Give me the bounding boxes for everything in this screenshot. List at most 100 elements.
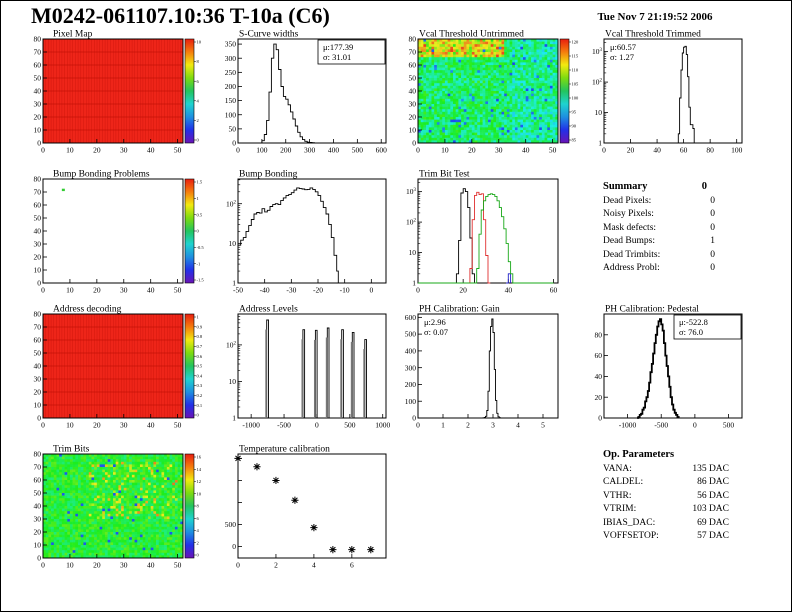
svg-text:1: 1 xyxy=(412,279,416,288)
svg-text:3: 3 xyxy=(491,421,495,430)
svg-text:30: 30 xyxy=(409,100,417,109)
svg-text:0.2: 0.2 xyxy=(197,393,203,398)
svg-text:20: 20 xyxy=(468,146,476,155)
svg-text:0: 0 xyxy=(232,542,236,551)
plot-bump-problems: Bump Bonding Problems 1.5 1 0.5 0 -0.5 -1 -1.5 0… xyxy=(34,170,205,295)
svg-text:4: 4 xyxy=(516,421,520,430)
ph-pedestal-stat-line: μ:-522.8 xyxy=(679,317,708,327)
summary-value: 0 xyxy=(710,196,715,206)
temp-calibration-point xyxy=(310,523,318,532)
svg-text:60: 60 xyxy=(34,201,42,210)
plot-ph-gain: PH Calibration: Gain 0 1 2 3 4 5 0 100 200 300 400 5… xyxy=(405,305,559,430)
svg-text:102: 102 xyxy=(226,340,237,349)
svg-text:-500: -500 xyxy=(277,421,291,430)
svg-text:40: 40 xyxy=(595,372,603,381)
svg-text:-30: -30 xyxy=(286,286,296,295)
ph-pedestal-curve xyxy=(637,318,680,419)
summary-title: Summary xyxy=(603,181,648,192)
svg-text:200: 200 xyxy=(280,146,292,155)
svg-text:40: 40 xyxy=(505,286,513,295)
op-parameter-label: VTRIM: xyxy=(603,504,637,515)
svg-text:95: 95 xyxy=(572,110,577,115)
svg-text:16: 16 xyxy=(197,455,202,460)
svg-text:10: 10 xyxy=(34,126,42,135)
svg-text:10: 10 xyxy=(229,239,237,248)
svg-text:-1: -1 xyxy=(197,261,201,266)
trimbit-test-title: Trim Bit Test xyxy=(419,170,470,180)
op-parameter-label: IBIAS_DAC: xyxy=(603,517,656,528)
svg-text:30: 30 xyxy=(120,286,128,295)
svg-text:20: 20 xyxy=(34,528,42,537)
svg-text:400: 400 xyxy=(405,347,417,356)
svg-text:20: 20 xyxy=(627,146,635,155)
svg-text:80: 80 xyxy=(34,175,42,184)
pixel-map-colorbar xyxy=(184,38,195,144)
page-title: M0242-061107.10:36 T-10a (C6) xyxy=(31,3,330,28)
temp-calibration-title: Temperature calibration xyxy=(239,445,330,455)
plot-trimbit-test: Trim Bit Test 0 20 40 60 1 10 102 103 xyxy=(406,170,559,295)
svg-text:100: 100 xyxy=(572,96,580,101)
svg-text:1: 1 xyxy=(232,279,236,288)
svg-text:40: 40 xyxy=(147,421,155,430)
svg-text:0.5: 0.5 xyxy=(197,364,203,369)
svg-text:80: 80 xyxy=(34,310,42,319)
trimbit-test-trim-red-curve xyxy=(467,191,491,284)
address-decoding-title: Address decoding xyxy=(53,305,122,315)
svg-text:0: 0 xyxy=(41,421,45,430)
svg-text:50: 50 xyxy=(229,124,237,133)
summary-label: Dead Pixels: xyxy=(603,196,652,206)
summary-value: 0 xyxy=(710,263,715,274)
svg-text:0: 0 xyxy=(37,139,41,148)
op-parameter-value: 135 DAC xyxy=(692,464,729,474)
svg-text:4: 4 xyxy=(312,561,316,570)
svg-text:70: 70 xyxy=(34,188,42,197)
svg-text:0.7: 0.7 xyxy=(197,344,203,349)
address-decoding-colorbar xyxy=(184,313,195,419)
svg-text:10: 10 xyxy=(229,377,237,386)
svg-text:5: 5 xyxy=(541,421,545,430)
svg-text:0: 0 xyxy=(412,414,416,423)
svg-text:400: 400 xyxy=(328,146,340,155)
summary-value: 0 xyxy=(710,209,715,220)
ph-gain-title: PH Calibration: Gain xyxy=(419,305,500,315)
summary-header: Summary 0 xyxy=(603,181,707,192)
svg-text:-1.5: -1.5 xyxy=(197,278,205,283)
summary-row: Dead Trimbits: 0 xyxy=(603,249,715,262)
op-parameter-label: VOFFSETOP: xyxy=(603,531,659,542)
trimbit-test-trim-green-curve xyxy=(418,193,554,284)
vcal-untrimmed-title: Vcal Threshold Untrimmed xyxy=(419,30,524,40)
bump-bonding-title: Bump Bonding xyxy=(239,170,298,180)
svg-text:20: 20 xyxy=(93,286,101,295)
svg-text:0: 0 xyxy=(197,413,200,418)
svg-text:500: 500 xyxy=(723,421,735,430)
svg-text:115: 115 xyxy=(572,54,579,59)
svg-text:40: 40 xyxy=(522,146,530,155)
svg-text:6: 6 xyxy=(350,561,354,570)
svg-text:30: 30 xyxy=(34,375,42,384)
svg-text:85: 85 xyxy=(572,138,577,143)
ph-gain-curve xyxy=(481,318,501,419)
pixel-map-title: Pixel Map xyxy=(53,30,93,40)
summary-rows: Dead Pixels: 0 Noisy Pixels: 0 Mask defects:… xyxy=(603,195,715,275)
svg-text:60: 60 xyxy=(680,146,688,155)
svg-text:20: 20 xyxy=(93,561,101,570)
trim-bits-colorbar xyxy=(184,453,195,559)
svg-text:300: 300 xyxy=(225,54,237,63)
svg-text:2: 2 xyxy=(274,561,278,570)
svg-text:50: 50 xyxy=(409,74,417,83)
svg-text:1000: 1000 xyxy=(375,421,390,430)
svg-text:1: 1 xyxy=(441,421,445,430)
ph-gain-stat-line: μ:2.96 xyxy=(424,317,446,327)
summary-value: 1 xyxy=(710,236,715,247)
svg-text:50: 50 xyxy=(34,349,42,358)
svg-text:40: 40 xyxy=(147,146,155,155)
svg-text:600: 600 xyxy=(376,146,388,155)
svg-text:40: 40 xyxy=(34,362,42,371)
op-parameters-title: Op. Parameters xyxy=(603,449,675,460)
svg-text:0: 0 xyxy=(197,229,200,234)
svg-text:1: 1 xyxy=(197,315,199,320)
vcal-untrimmed-colorbar xyxy=(559,38,570,144)
svg-text:40: 40 xyxy=(34,502,42,511)
svg-text:250: 250 xyxy=(225,68,237,77)
op-parameters-header: Op. Parameters xyxy=(603,449,729,460)
